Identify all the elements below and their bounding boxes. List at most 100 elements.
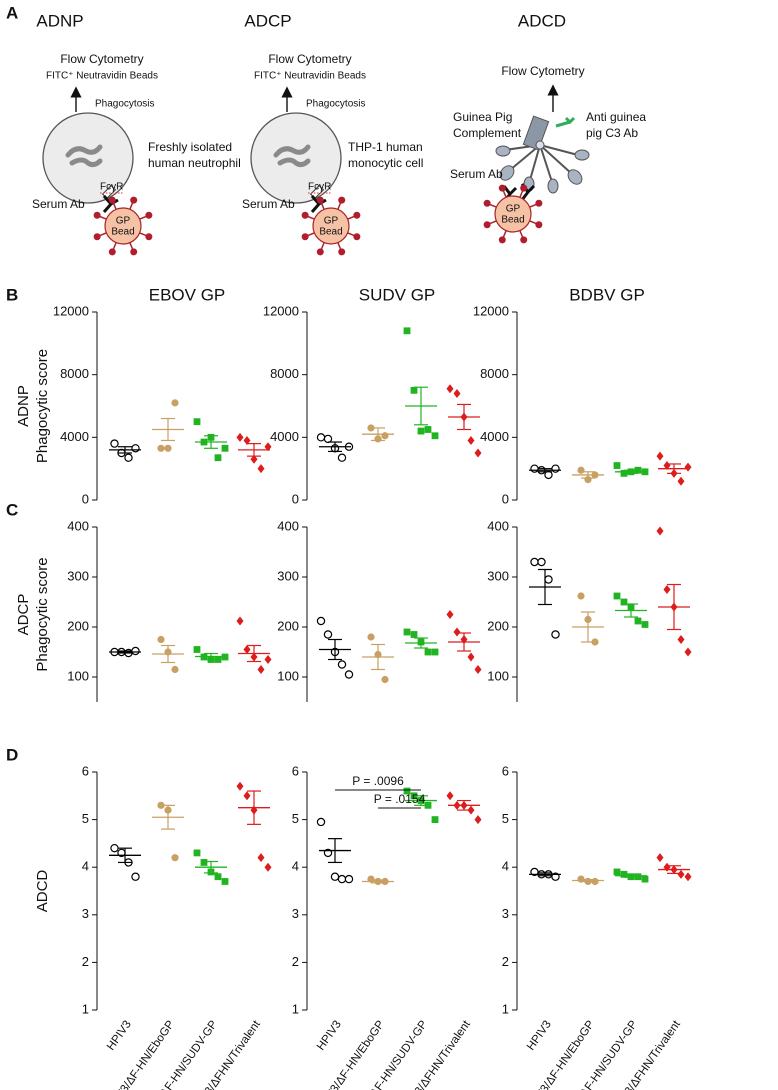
x-tick-label: HPIV3/ΔF-HN/EboGP xyxy=(313,1018,387,1090)
data-point xyxy=(171,665,179,674)
y-tick-label: 3 xyxy=(82,906,89,921)
y-axis-label: ADCP xyxy=(15,594,32,636)
y-tick-label: 3 xyxy=(502,906,509,921)
data-point xyxy=(453,627,461,637)
bead-label: GP xyxy=(506,204,521,215)
y-tick-label: 4 xyxy=(502,859,509,874)
scheme-title: ADNP xyxy=(36,11,83,30)
cell xyxy=(250,112,342,204)
data-point xyxy=(537,557,546,567)
data-point xyxy=(656,451,664,461)
scheme-title: ADCP xyxy=(244,11,291,30)
y-axis-label: ADCD xyxy=(34,870,51,913)
y-tick-label: 12000 xyxy=(53,303,89,318)
y-tick-label: 4 xyxy=(82,859,89,874)
antibody-label: Serum Ab xyxy=(242,197,295,211)
data-point xyxy=(474,815,482,825)
y-tick-label: 4 xyxy=(292,859,299,874)
data-point xyxy=(474,665,482,674)
data-point xyxy=(431,648,439,656)
data-point xyxy=(453,388,461,398)
beads: FITC⁺ Neutravidin Beads xyxy=(254,71,366,82)
data-point xyxy=(243,645,251,654)
bead-label: Bead xyxy=(501,215,524,226)
data-point xyxy=(551,630,560,639)
data-point xyxy=(171,854,179,862)
data-point xyxy=(620,598,628,606)
data-point xyxy=(264,655,272,664)
data-point xyxy=(431,816,439,823)
panel-label: A xyxy=(6,3,18,22)
receptor-label: FcγR xyxy=(100,182,123,193)
chart: 0 4000 8000 12000 EBOV GP B ADNP Phagocytic sco… xyxy=(6,285,272,506)
y-tick-label: 0 xyxy=(82,491,89,506)
y-tick-label: 0 xyxy=(502,491,509,506)
data-point xyxy=(677,635,685,644)
data-point xyxy=(410,631,418,638)
process: Phagocytosis xyxy=(306,99,365,110)
y-tick-label: 100 xyxy=(67,668,89,683)
y-tick-label: 6 xyxy=(292,763,299,778)
data-point xyxy=(544,575,553,584)
y-tick-label: 300 xyxy=(67,568,89,583)
data-point xyxy=(264,442,272,452)
bead-label: GP xyxy=(324,216,339,227)
y-tick-label: 0 xyxy=(292,491,299,506)
data-point xyxy=(403,787,411,795)
data-point xyxy=(410,386,418,394)
x-tick-label: HPIV3/ΔF-HN/EboGP xyxy=(103,1018,177,1090)
cell-label: THP-1 human xyxy=(348,140,423,154)
data-point xyxy=(381,432,389,440)
antibody xyxy=(502,183,536,203)
data-point xyxy=(613,462,621,469)
data-point xyxy=(403,327,411,335)
cell-label: human neutrophil xyxy=(148,156,241,170)
y-tick-label: 400 xyxy=(277,518,299,533)
data-point xyxy=(663,862,671,872)
y-tick-label: 4000 xyxy=(60,429,89,444)
panel-label: D xyxy=(6,745,18,764)
chart-title: BDBV GP xyxy=(569,285,645,304)
data-point xyxy=(530,557,539,567)
bead-label: Bead xyxy=(319,227,342,238)
data-point xyxy=(656,526,664,536)
data-point xyxy=(337,453,347,462)
data-point xyxy=(236,432,244,442)
data-point xyxy=(124,453,133,462)
readout: Flow Cytometry xyxy=(268,52,351,66)
data-point xyxy=(157,444,165,452)
data-point xyxy=(684,462,692,472)
x-tick-label: HPIV3 xyxy=(315,1019,344,1053)
data-point xyxy=(323,630,333,639)
data-point xyxy=(243,791,251,801)
data-point xyxy=(656,853,664,863)
data-point xyxy=(171,399,179,407)
beads: FITC⁺ Neutravidin Beads xyxy=(46,71,158,82)
nucleus xyxy=(65,144,103,168)
chart: 100 200 300 400 C ADCP Phagocytic score xyxy=(6,500,272,702)
data-point xyxy=(684,647,692,657)
y-tick-label: 400 xyxy=(67,518,89,533)
data-point xyxy=(323,434,333,444)
data-point xyxy=(446,610,454,619)
data-point xyxy=(316,433,326,442)
y-tick-label: 2 xyxy=(502,954,509,969)
y-axis-label: Phagocytic score xyxy=(34,557,51,671)
data-point xyxy=(530,464,539,473)
process: Phagocytosis xyxy=(95,99,154,110)
nucleus xyxy=(273,144,311,168)
data-point xyxy=(446,791,454,801)
y-tick-label: 1 xyxy=(292,1001,299,1016)
y-tick-label: 8000 xyxy=(270,366,299,381)
x-tick-label: HPIV3/ΔF-HN/EboGP xyxy=(523,1018,597,1090)
y-tick-label: 6 xyxy=(82,763,89,778)
x-tick-label: HPIV3 xyxy=(105,1019,134,1053)
y-tick-label: 200 xyxy=(67,618,89,633)
bead-label: Bead xyxy=(111,227,134,238)
y-tick-label: 200 xyxy=(277,618,299,633)
data-point xyxy=(446,384,454,394)
antibody-label: Serum Ab xyxy=(32,197,85,211)
detection-label: pig C3 Ab xyxy=(586,126,638,140)
